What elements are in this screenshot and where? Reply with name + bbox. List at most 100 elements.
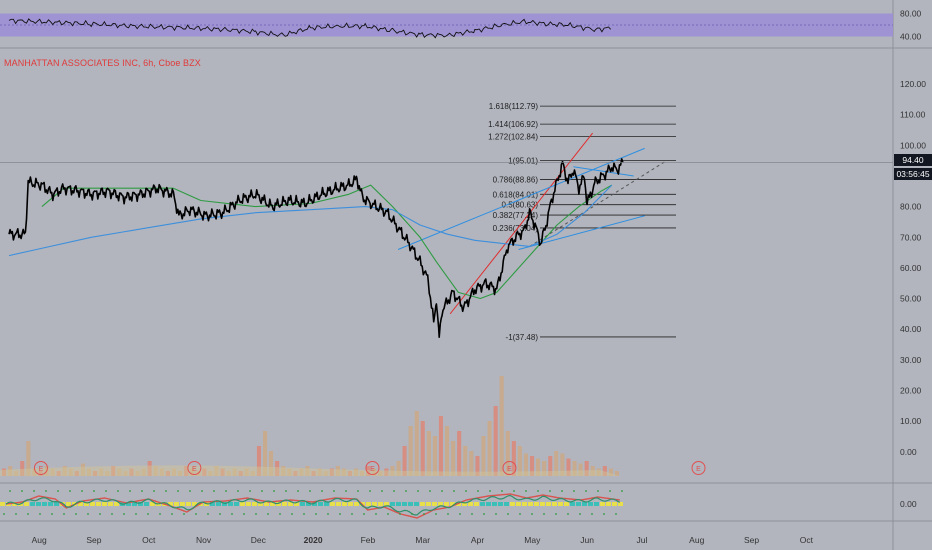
time-tick-label: Dec	[251, 535, 267, 545]
volume-bar	[20, 461, 25, 476]
time-tick-label: Aug	[689, 535, 704, 545]
oscillator-band-segment	[258, 502, 263, 506]
oscillator-dot	[57, 490, 59, 492]
oscillator-band-segment	[252, 502, 257, 506]
oscillator-band-segment	[276, 502, 281, 506]
oscillator-dot	[183, 513, 185, 515]
oscillator-dot	[549, 490, 551, 492]
oscillator-band-segment	[300, 502, 305, 506]
trendline-group[interactable]	[397, 132, 667, 315]
time-tick-label: Nov	[196, 535, 212, 545]
oscillator-dot	[147, 513, 149, 515]
oscillator-dot	[123, 513, 125, 515]
oscillator-dot	[267, 513, 269, 515]
oscillator-band-segment	[312, 502, 317, 506]
oscillator-dot	[405, 490, 407, 492]
volume-bar	[432, 436, 437, 476]
oscillator-band-segment	[36, 502, 41, 506]
oscillator-band-segment	[354, 502, 359, 506]
oscillator-band-segment	[384, 502, 389, 506]
fib-level-label: 0.5(80.63)	[502, 201, 539, 210]
volume-bar	[457, 431, 462, 476]
oscillator-dot	[579, 513, 581, 515]
fib-level-label: 1.618(112.79)	[489, 102, 539, 111]
fib-level-label: 0.236(73.04)	[493, 224, 539, 233]
oscillator-dot	[561, 490, 563, 492]
price-tick-label: 70.00	[900, 232, 922, 242]
time-tick-label: Feb	[361, 535, 376, 545]
oscillator-band-segment	[480, 502, 485, 506]
volume-bar	[602, 466, 607, 476]
oscillator-band-segment	[282, 502, 287, 506]
oscillator-dot	[621, 490, 623, 492]
fib-level-label: 1.414(106.92)	[488, 120, 538, 129]
oscillator-band-segment	[114, 502, 119, 506]
rsi-band	[0, 13, 893, 37]
fib-level-label: 0.382(77.24)	[493, 211, 539, 220]
price-tick-label: 10.00	[900, 416, 922, 426]
oscillator-band-segment	[414, 502, 419, 506]
fibonacci-extension[interactable]: 1.618(112.79) 1.414(106.92) 1.272(102.84) 1…	[488, 102, 676, 342]
volume-bar	[614, 471, 619, 476]
oscillator-dot	[453, 490, 455, 492]
oscillator-band-segment	[474, 502, 479, 506]
earnings-marker	[502, 461, 517, 475]
oscillator-band-segment	[216, 502, 221, 506]
oscillator-band-segment	[78, 502, 83, 506]
oscillator-band-segment	[462, 502, 467, 506]
oscillator-dot	[237, 490, 239, 492]
oscillator-dot	[585, 490, 587, 492]
oscillator-dot	[441, 490, 443, 492]
earnings-marker-label: E	[192, 466, 197, 473]
oscillator-band-segment	[210, 502, 215, 506]
oscillator-band-segment	[420, 502, 425, 506]
oscillator-dot	[129, 490, 131, 492]
oscillator-dot	[297, 490, 299, 492]
oscillator-dot	[603, 513, 605, 515]
oscillator-dot	[429, 490, 431, 492]
volume-bar	[530, 456, 535, 476]
oscillator-band-segment	[540, 502, 545, 506]
oscillator-dot	[249, 490, 251, 492]
earnings-marker	[691, 461, 706, 475]
oscillator-dot	[285, 490, 287, 492]
price-tick-label: 20.00	[900, 386, 922, 396]
axes: 80.0040.00120.00110.00100.0090.0080.0070…	[32, 9, 927, 546]
oscillator-dot	[165, 490, 167, 492]
volume-bar	[572, 461, 577, 476]
price-tick-label: 30.00	[900, 355, 922, 365]
oscillator-band-segment	[546, 502, 551, 506]
earnings-marker-label: E	[696, 466, 701, 473]
volume-bar	[256, 446, 261, 476]
oscillator-band-segment	[438, 502, 443, 506]
oscillator-band-segment	[48, 502, 53, 506]
oscillator-dot	[75, 513, 77, 515]
oscillator-dot	[513, 490, 515, 492]
oscillator-band-segment	[498, 502, 503, 506]
oscillator-dot	[261, 490, 263, 492]
volume-bar	[414, 411, 419, 476]
oscillator-dot	[339, 513, 341, 515]
oscillator-band-segment	[84, 502, 89, 506]
series-sma_fast	[41, 184, 613, 300]
volume-bar	[560, 453, 565, 476]
oscillator-band-segment	[264, 502, 269, 506]
earnings-marker-label: E	[370, 466, 375, 473]
volume-bar	[408, 426, 413, 476]
oscillator-dot	[345, 490, 347, 492]
oscillator-dot	[333, 490, 335, 492]
volume-bar	[445, 426, 450, 476]
oscillator-dot	[27, 513, 29, 515]
oscillator-dot	[33, 490, 35, 492]
volume-bar	[475, 456, 480, 476]
oscillator-band-segment	[552, 502, 557, 506]
oscillator-band-segment	[12, 502, 17, 506]
time-tick-label: Oct	[142, 535, 156, 545]
volume-bar	[584, 461, 589, 476]
oscillator-dot	[573, 490, 575, 492]
time-tick-label: Sep	[744, 535, 759, 545]
fib-level-label: 0.618(84.01)	[493, 190, 539, 199]
volume-bar	[542, 461, 547, 476]
